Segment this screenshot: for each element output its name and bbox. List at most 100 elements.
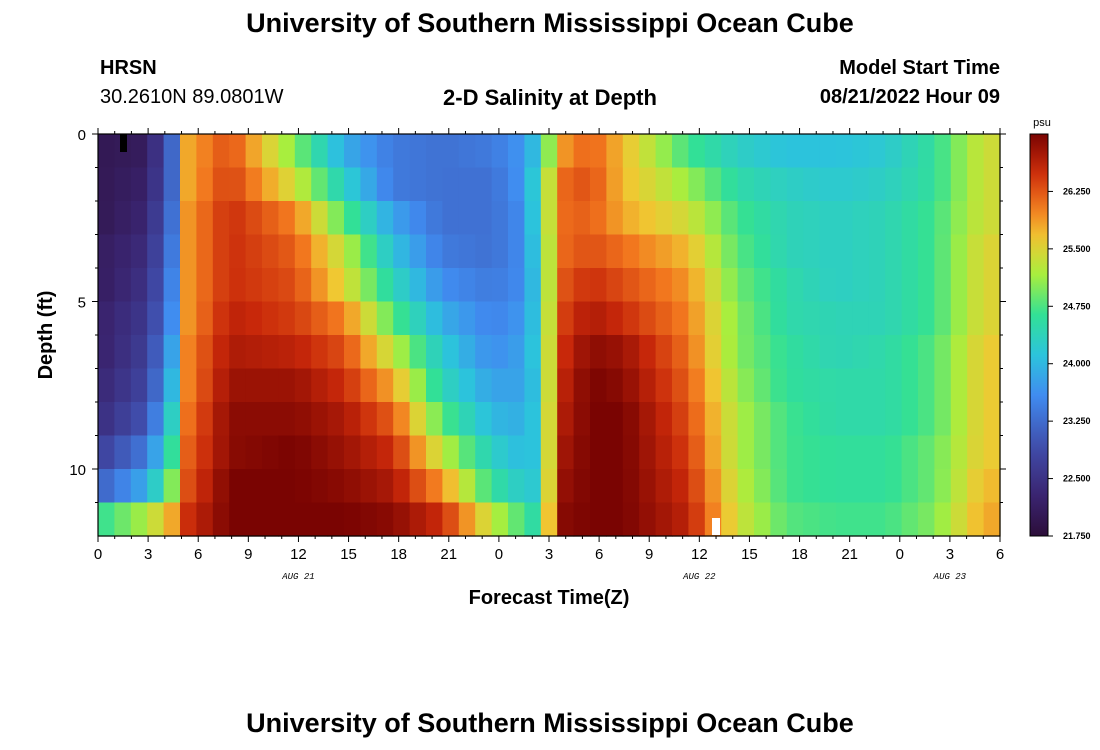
heatmap-cell [393, 268, 411, 303]
heatmap-cell [639, 402, 657, 437]
heatmap-cell [737, 368, 755, 403]
heatmap-cell [163, 402, 181, 437]
heatmap-cell [311, 368, 329, 403]
x-tick-label: 3 [545, 546, 553, 563]
heatmap-cell [590, 402, 607, 437]
heatmap-cell [590, 435, 607, 470]
heatmap-cell [754, 234, 771, 269]
heatmap-cell [130, 335, 148, 370]
x-tick-label: 12 [290, 546, 307, 563]
heatmap-cell [655, 469, 673, 504]
heatmap-cell [918, 268, 935, 303]
heatmap-cell [590, 502, 607, 537]
heatmap-cell [754, 502, 771, 537]
heatmap-cell [803, 234, 821, 269]
heatmap-cell [852, 134, 870, 169]
x-tick-label: 6 [194, 546, 202, 563]
heatmap-cell [311, 402, 329, 437]
heatmap-cell [868, 268, 886, 303]
heatmap-cell [819, 435, 837, 470]
heatmap-cell [688, 502, 706, 537]
colorbar-tick-label: 24.750 [1063, 301, 1091, 311]
chart-subtitle: 2-D Salinity at Depth [443, 85, 657, 110]
heatmap-cell [901, 402, 919, 437]
heatmap-cell [967, 335, 985, 370]
heatmap-cell [524, 469, 542, 504]
heatmap-cell [737, 502, 755, 537]
heatmap-cell [950, 201, 968, 236]
heatmap-cell [606, 167, 624, 202]
heatmap-cell [557, 502, 575, 537]
heatmap-cell [245, 167, 263, 202]
heatmap-cell [819, 134, 837, 169]
heatmap-cell [901, 469, 919, 504]
heatmap-cell [540, 469, 558, 504]
heatmap-cell [868, 402, 886, 437]
heatmap-cell [344, 335, 361, 370]
heatmap-cell [262, 301, 279, 336]
heatmap-cell [573, 368, 591, 403]
heatmap-cell [196, 368, 214, 403]
heatmap-cell [163, 234, 181, 269]
heatmap-cell [327, 502, 345, 537]
colorbar-unit: psu [1033, 117, 1051, 129]
heatmap-cell [278, 134, 296, 169]
heatmap-cell [344, 134, 361, 169]
heatmap-cell [885, 268, 903, 303]
heatmap-cell [180, 502, 197, 537]
heatmap-cell [180, 234, 197, 269]
heatmap-cell [245, 368, 263, 403]
heatmap-cell [721, 368, 739, 403]
heatmap-cell [885, 402, 903, 437]
heatmap-cell [458, 234, 476, 269]
heatmap-cell [868, 335, 886, 370]
heatmap-cell [803, 435, 821, 470]
heatmap-cell [524, 368, 542, 403]
heatmap-cell [360, 469, 378, 504]
heatmap-cell [672, 435, 689, 470]
heatmap-cell [590, 469, 607, 504]
heatmap-cell [196, 134, 214, 169]
heatmap-cell [950, 335, 968, 370]
heatmap-cell [180, 268, 197, 303]
heatmap-cell [868, 435, 886, 470]
heatmap-cell [950, 268, 968, 303]
heatmap-cell [704, 268, 722, 303]
heatmap-cell [196, 469, 214, 504]
heatmap-cell [229, 268, 247, 303]
heatmap-cell [934, 469, 952, 504]
heatmap-cell [147, 134, 165, 169]
heatmap-cell [573, 435, 591, 470]
heatmap-cell [868, 201, 886, 236]
heatmap-cell [442, 301, 460, 336]
heatmap-cell [360, 134, 378, 169]
heatmap-cell [409, 201, 427, 236]
heatmap-cell [130, 167, 148, 202]
heatmap-cell [491, 167, 509, 202]
heatmap-cell [508, 301, 525, 336]
heatmap-cell [376, 402, 394, 437]
heatmap-cell [147, 268, 165, 303]
heatmap-cell [442, 134, 460, 169]
heatmap-cell [458, 301, 476, 336]
heatmap-cell [475, 502, 493, 537]
heatmap-cell [639, 368, 657, 403]
heatmap-cell [918, 435, 935, 470]
date-label: AUG 22 [682, 572, 716, 582]
heatmap-cell [508, 268, 525, 303]
heatmap-cell [672, 469, 689, 504]
heatmap-cell [393, 435, 411, 470]
heatmap-cell [98, 335, 115, 370]
heatmap-cell [901, 502, 919, 537]
heatmap-cell [639, 234, 657, 269]
heatmap-cell [786, 301, 804, 336]
heatmap-cell [442, 335, 460, 370]
heatmap-cell [458, 335, 476, 370]
heatmap-cell [147, 469, 165, 504]
heatmap-cell [491, 435, 509, 470]
heatmap-cell [852, 402, 870, 437]
x-tick-label: 0 [495, 546, 503, 563]
heatmap-cell [98, 234, 115, 269]
heatmap-cell [672, 268, 689, 303]
x-tick-label: 12 [691, 546, 708, 563]
